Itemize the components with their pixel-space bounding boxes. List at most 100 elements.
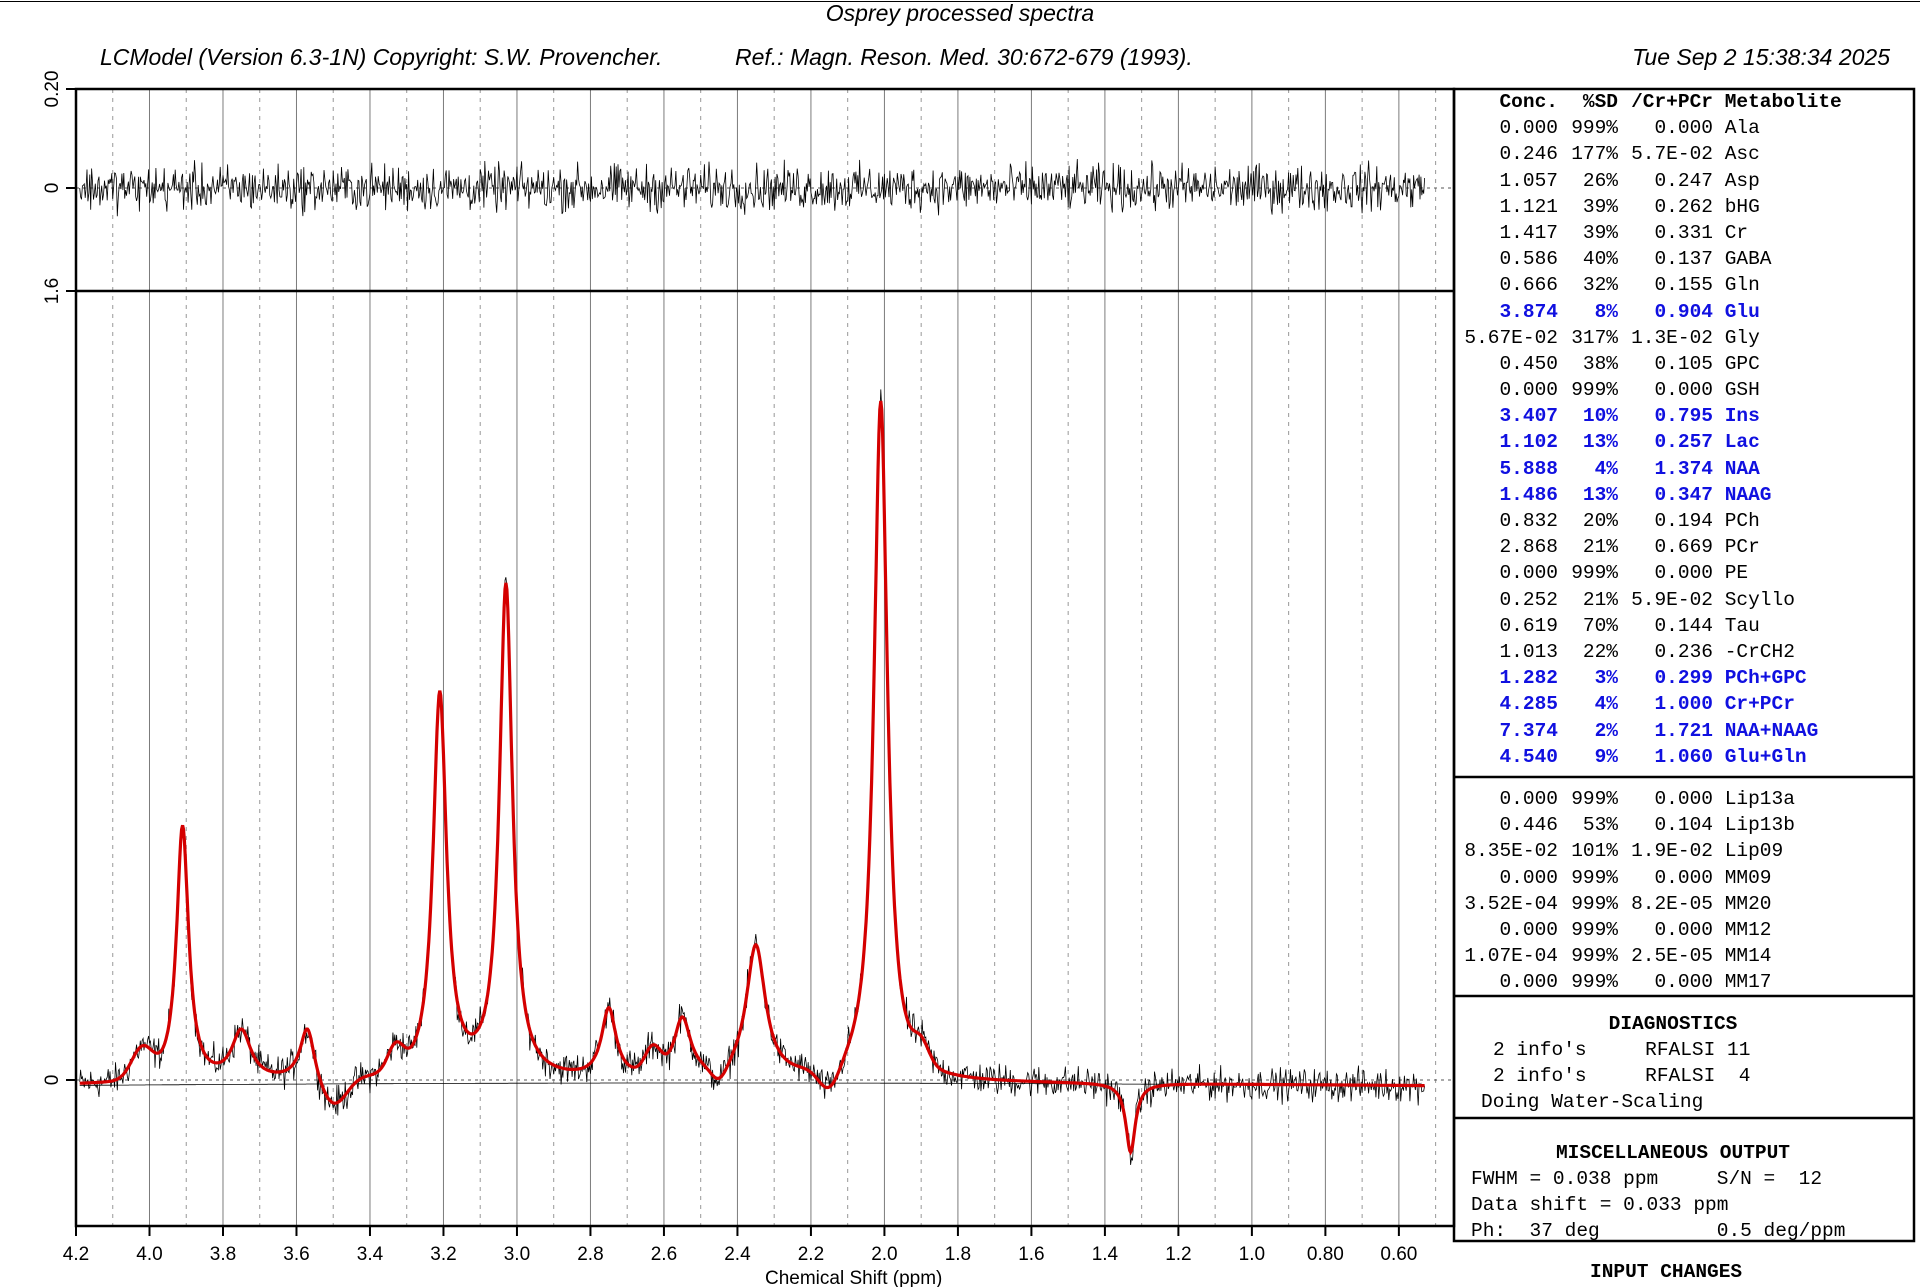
metabolite-name: NAA+NAAG (1724, 719, 1819, 742)
metabolite-row: 5.888 4% 1.374 NAA (1453, 456, 1920, 482)
fit-curve (79, 400, 1425, 1156)
metabolite-ratio: 0.331 (1654, 221, 1713, 244)
spectrum-y-tick-label: 0 (42, 1075, 63, 1086)
metabolite-row: 1.013 22% 0.236 -CrCH2 (1453, 639, 1920, 665)
lipid-row: 8.35E-02 101% 1.9E-02 Lip09 (1453, 838, 1920, 864)
lipid-row: 0.000 999% 0.000 MM17 (1453, 969, 1920, 995)
grid-layer (76, 89, 1454, 1226)
metabolite-name: Cr (1724, 221, 1749, 244)
lipid-table: 0.000 999% 0.000 Lip13a 0.446 53% 0.104 Lip13… (1453, 786, 1920, 996)
x-tick-label: 2.4 (724, 1244, 751, 1265)
x-tick-label: 3.8 (210, 1244, 236, 1265)
metabolite-conc: 4.540 (1499, 745, 1558, 768)
diagnostics-line-2: 2 info's RFALSI 4 (1493, 1065, 1751, 1087)
metabolite-ratio: 0.000 (1654, 117, 1713, 140)
metabolite-conc: 2.868 (1499, 536, 1558, 559)
metabolite-conc: 3.874 (1499, 300, 1558, 323)
copyright-text: LCModel (Version 6.3-1N) Copyright: S.W.… (100, 44, 663, 70)
metabolite-conc: 0.252 (1499, 588, 1558, 611)
metabolite-name: Glu (1724, 300, 1760, 323)
metabolite-row: 2.868 21% 0.669 PCr (1453, 534, 1920, 560)
metabolite-sd: 32% (1582, 274, 1618, 297)
lipid-row: 0.000 999% 0.000 MM12 (1453, 917, 1920, 943)
metabolite-ratio: 1.060 (1654, 745, 1713, 768)
lipid-row: 0.446 53% 0.104 Lip13b (1453, 812, 1920, 838)
diagnostics-line-1: 2 info's RFALSI 11 (1493, 1039, 1751, 1061)
x-tick-label: 2.8 (577, 1244, 603, 1265)
metabolite-sd: 999% (1571, 117, 1618, 140)
lipid-sd: 101% (1571, 840, 1618, 863)
residual-y-tick-label: 0.20 (42, 71, 63, 108)
lipid-sd: 999% (1571, 788, 1618, 810)
metabolite-name: NAA (1724, 457, 1760, 480)
x-tick-label: 2.0 (871, 1244, 897, 1265)
lipid-sd: 999% (1571, 866, 1618, 889)
lipid-name: MM20 (1724, 892, 1772, 915)
metabolite-ratio: 5.7E-02 (1631, 143, 1713, 166)
metabolite-name: GSH (1724, 379, 1760, 402)
metabolite-name: PE (1724, 562, 1749, 585)
misc-title: MISCELLANEOUS OUTPUT (1555, 1142, 1791, 1164)
spectrum-y-tick-label: 1.6 (42, 278, 63, 304)
misc-output-panel: MISCELLANEOUS OUTPUT FWHM = 0.038 ppm S/… (1453, 1140, 1920, 1244)
header-sd: %SD (1582, 91, 1618, 113)
header-ratio: /Cr+PCr (1631, 91, 1713, 113)
lipid-sd: 999% (1571, 892, 1618, 915)
residual-y-tick-label: 0 (42, 183, 63, 194)
metabolite-ratio: 1.000 (1654, 693, 1713, 716)
metabolite-conc: 1.121 (1499, 195, 1558, 218)
metabolite-ratio: 0.155 (1654, 274, 1713, 297)
metabolite-ratio: 0.347 (1654, 483, 1713, 506)
metabolite-ratio: 0.247 (1654, 169, 1713, 192)
misc-line-2: Data shift = 0.033 ppm (1471, 1194, 1729, 1216)
x-tick-label: 1.6 (1018, 1244, 1044, 1265)
lipid-sd: 999% (1571, 945, 1618, 968)
header-metabolite: Metabolite (1724, 91, 1842, 113)
input-changes-heading: INPUT CHANGES (1590, 1261, 1743, 1283)
metabolite-name: bHG (1724, 195, 1760, 218)
metabolite-ratio: 0.144 (1654, 614, 1713, 637)
reference-text: Ref.: Magn. Reson. Med. 30:672-679 (1993… (735, 44, 1193, 70)
table-frame (1452, 87, 1916, 1243)
lipid-sd: 53% (1582, 814, 1618, 837)
metabolite-sd: 10% (1582, 405, 1618, 428)
lipid-conc: 0.000 (1499, 971, 1558, 994)
metabolite-row: 4.285 4% 1.000 Cr+PCr (1453, 691, 1920, 717)
metabolite-name: Gly (1724, 326, 1760, 349)
x-tick-label: 3.2 (430, 1244, 456, 1265)
x-tick-label: 1.0 (1239, 1244, 1265, 1265)
metabolite-name: Gln (1724, 274, 1760, 297)
metabolite-row: 0.666 32% 0.155 Gln (1453, 272, 1920, 298)
misc-line-3: Ph: 37 deg 0.5 deg/ppm (1471, 1220, 1846, 1242)
lipid-ratio: 2.5E-05 (1631, 945, 1713, 968)
metabolite-name: PCh (1724, 510, 1760, 532)
lipid-conc: 8.35E-02 (1464, 840, 1558, 863)
metabolite-name: PCh+GPC (1724, 667, 1807, 690)
diagnostics-panel: DIAGNOSTICS 2 info's RFALSI 11 2 info's … (1453, 1011, 1920, 1115)
metabolite-row: 1.486 13% 0.347 NAAG (1453, 482, 1920, 508)
x-tick-label: 3.0 (504, 1244, 530, 1265)
metabolite-ratio: 0.000 (1654, 379, 1713, 402)
x-tick-label: 4.2 (63, 1244, 89, 1265)
lipid-row: 0.000 999% 0.000 Lip13a (1453, 786, 1920, 812)
metabolite-ratio: 1.374 (1654, 457, 1713, 480)
metabolite-ratio: 0.257 (1654, 431, 1713, 454)
metabolite-conc: 1.057 (1499, 169, 1558, 192)
metabolite-sd: 22% (1582, 640, 1618, 663)
lipid-sd: 999% (1571, 971, 1618, 994)
x-tick-label: 3.4 (357, 1244, 384, 1265)
metabolite-conc: 1.417 (1499, 221, 1558, 244)
metabolite-ratio: 0.236 (1654, 640, 1713, 663)
page-title: Osprey processed spectra (825, 0, 1095, 26)
metabolite-conc: 1.282 (1499, 667, 1558, 690)
metabolite-ratio: 0.669 (1654, 536, 1713, 559)
metabolite-conc: 3.407 (1499, 405, 1558, 428)
metabolite-ratio: 1.721 (1654, 719, 1713, 742)
metabolite-ratio: 0.262 (1654, 195, 1713, 218)
metabolite-row: 7.374 2% 1.721 NAA+NAAG (1453, 718, 1920, 744)
metabolite-row: 0.619 70% 0.144 Tau (1453, 613, 1920, 639)
metabolite-name: GABA (1724, 248, 1772, 271)
lipid-row: 0.000 999% 0.000 MM09 (1453, 865, 1920, 891)
lipid-conc: 1.07E-04 (1464, 945, 1558, 968)
lipid-name: Lip13b (1724, 814, 1795, 837)
